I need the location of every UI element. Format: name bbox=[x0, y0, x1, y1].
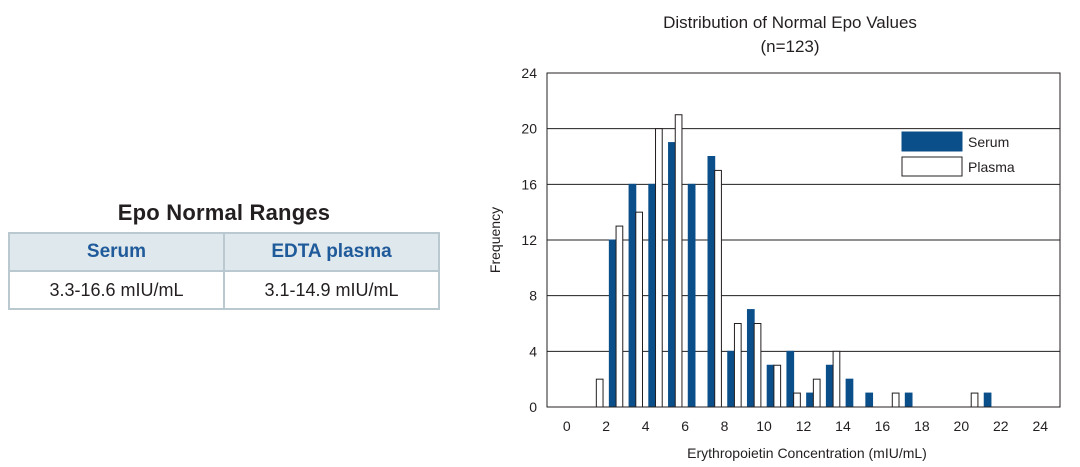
plasma-bar bbox=[635, 211, 643, 408]
grid-lines bbox=[547, 72, 1060, 408]
x-axis-label: Erythropoietin Concentration (mIU/mL) bbox=[687, 445, 927, 461]
plasma-bar bbox=[832, 350, 841, 408]
chart-title: Distribution of Normal Epo Values bbox=[663, 13, 917, 32]
plasma-bar bbox=[773, 364, 782, 408]
legend-label-serum: Serum bbox=[968, 134, 1009, 150]
plasma-bar bbox=[812, 378, 821, 408]
y-tick-label-8: 8 bbox=[529, 288, 537, 304]
ranges-title: Epo Normal Ranges bbox=[117, 200, 331, 225]
plasma-bar bbox=[891, 392, 900, 408]
serum-bar bbox=[648, 183, 657, 408]
y-axis-label: Frequency bbox=[487, 207, 503, 273]
x-tick-label-18: 18 bbox=[914, 418, 930, 434]
serum-bar bbox=[766, 364, 775, 408]
serum-bar bbox=[707, 156, 716, 408]
x-tick-label-20: 20 bbox=[954, 418, 970, 434]
y-tick-label-24: 24 bbox=[521, 65, 537, 81]
plasma-bar bbox=[753, 323, 762, 408]
y-tick-label-20: 20 bbox=[521, 121, 537, 137]
y-tick-label-0: 0 bbox=[529, 399, 537, 415]
plasma-bar bbox=[970, 392, 979, 408]
x-tick-label-12: 12 bbox=[796, 418, 812, 434]
legend-swatch-serum bbox=[901, 131, 963, 152]
y-tick-label-4: 4 bbox=[529, 343, 537, 359]
plasma-range-value: 3.1-14.9 mIU/mL bbox=[223, 270, 440, 310]
plasma-bar bbox=[615, 225, 624, 408]
serum-header: Serum bbox=[8, 232, 225, 272]
serum-bar bbox=[746, 309, 755, 408]
serum-bar bbox=[687, 183, 696, 408]
chart-legend: Serum Plasma bbox=[901, 131, 1015, 177]
x-tick-label-0: 0 bbox=[563, 418, 571, 434]
serum-bar bbox=[845, 378, 854, 408]
plot-frame bbox=[546, 72, 1061, 408]
serum-bar bbox=[608, 239, 617, 408]
x-tick-label-22: 22 bbox=[993, 418, 1009, 434]
x-tick-label-14: 14 bbox=[835, 418, 851, 434]
x-tick-label-8: 8 bbox=[721, 418, 729, 434]
serum-bar bbox=[668, 142, 676, 408]
plasma-bar bbox=[655, 128, 663, 408]
normal-ranges-panel: Epo Normal Ranges Serum EDTA plasma 3.3-… bbox=[8, 200, 440, 310]
x-tick-label-6: 6 bbox=[681, 418, 689, 434]
x-tick-label-4: 4 bbox=[642, 418, 650, 434]
serum-range-value: 3.3-16.6 mIU/mL bbox=[8, 270, 225, 310]
legend-swatch-plasma bbox=[901, 156, 963, 177]
plasma-bar bbox=[793, 392, 801, 408]
plasma-header: EDTA plasma bbox=[223, 232, 440, 272]
legend-label-plasma: Plasma bbox=[968, 159, 1015, 175]
y-tick-label-16: 16 bbox=[521, 176, 537, 192]
x-tick-label-2: 2 bbox=[602, 418, 610, 434]
plasma-bar bbox=[733, 323, 742, 408]
bars bbox=[595, 114, 992, 408]
serum-bar bbox=[806, 392, 814, 408]
ranges-value-row: 3.3-16.6 mIU/mL 3.1-14.9 mIU/mL bbox=[8, 270, 440, 310]
serum-bar bbox=[786, 350, 795, 408]
x-tick-label-24: 24 bbox=[1032, 418, 1048, 434]
x-tick-label-10: 10 bbox=[756, 418, 772, 434]
serum-bar bbox=[825, 364, 834, 408]
plasma-bar bbox=[674, 114, 683, 408]
ranges-table: Serum EDTA plasma 3.3-16.6 mIU/mL 3.1-14… bbox=[8, 232, 440, 310]
serum-bar bbox=[904, 392, 913, 408]
serum-bar bbox=[628, 183, 637, 408]
y-tick-label-12: 12 bbox=[521, 232, 537, 248]
serum-bar bbox=[727, 350, 735, 408]
chart-subtitle: (n=123) bbox=[760, 37, 819, 56]
serum-bar bbox=[865, 392, 874, 408]
ranges-header-row: Serum EDTA plasma bbox=[8, 232, 440, 272]
epo-distribution-chart: Distribution of Normal Epo Values (n=123… bbox=[487, 13, 1061, 461]
x-tick-label-16: 16 bbox=[875, 418, 891, 434]
plasma-bar bbox=[714, 169, 722, 408]
serum-bar bbox=[983, 392, 992, 408]
plasma-bar bbox=[595, 378, 604, 408]
